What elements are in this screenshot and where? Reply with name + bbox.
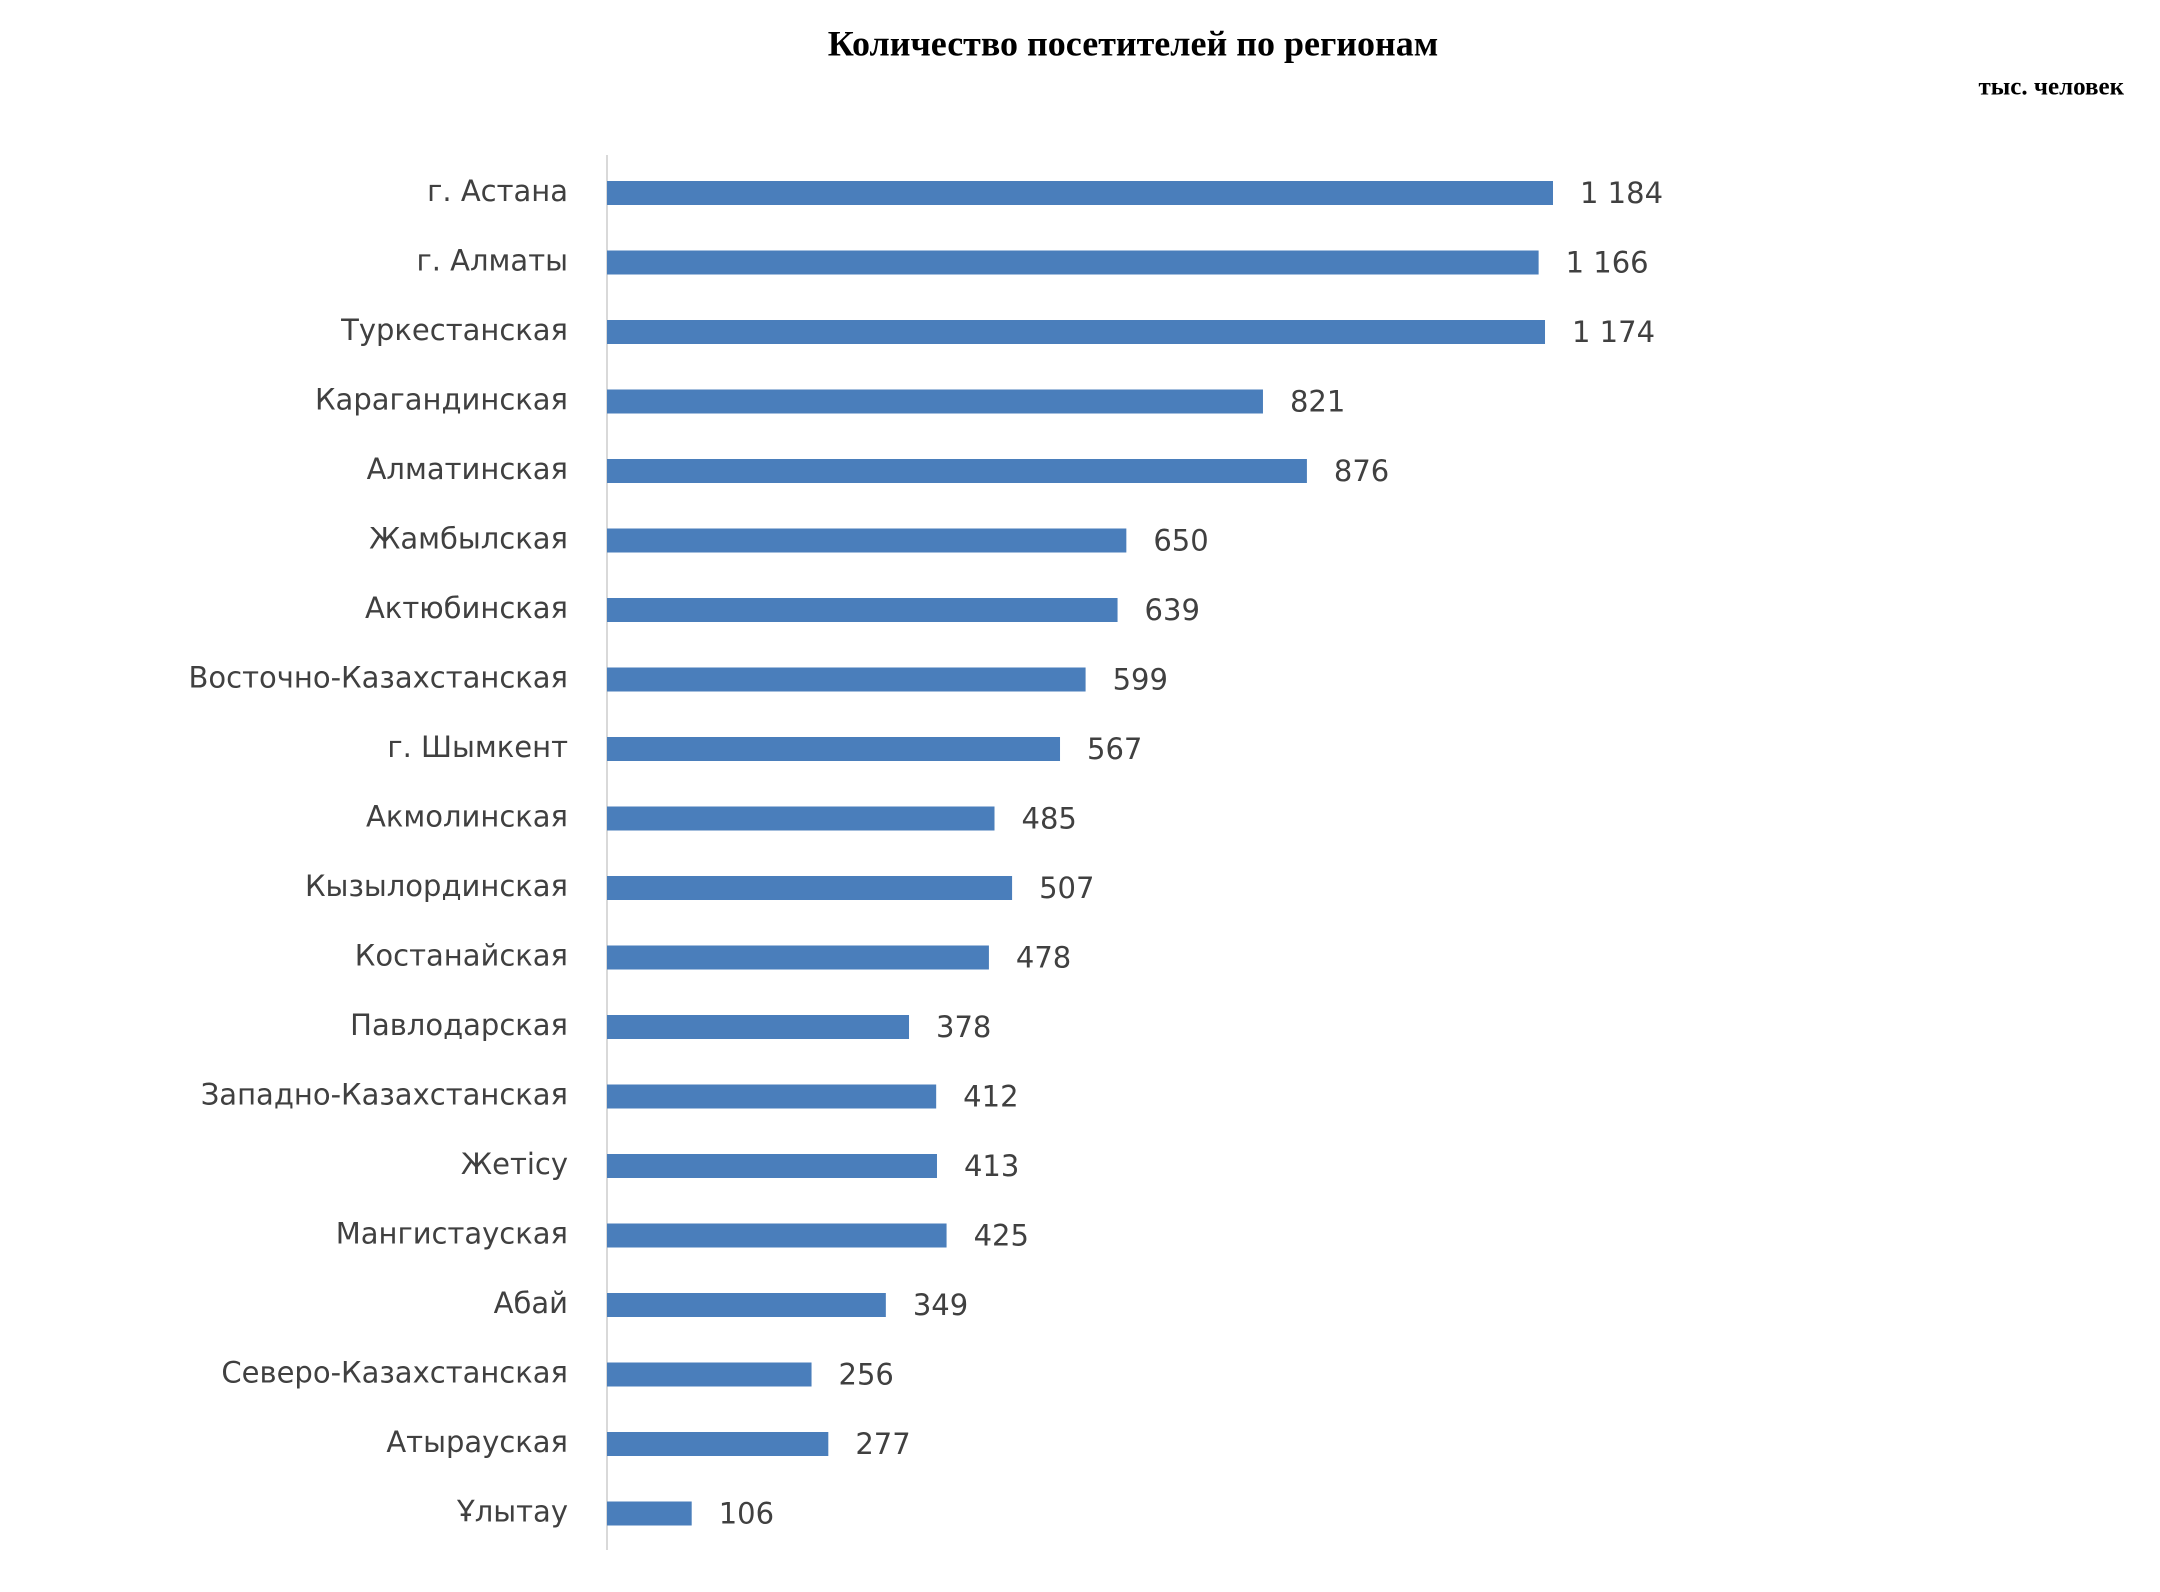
- bar: [607, 1362, 812, 1387]
- category-label: Кызылординская: [305, 869, 568, 903]
- value-label: 639: [1145, 593, 1200, 627]
- value-label: 1 166: [1566, 246, 1649, 280]
- value-label: 412: [963, 1080, 1018, 1114]
- bar: [607, 945, 989, 970]
- category-label: Жетісу: [461, 1147, 568, 1181]
- category-label: г. Астана: [427, 174, 568, 208]
- bar: [607, 1501, 692, 1526]
- category-label: Атырауская: [386, 1425, 568, 1459]
- bar: [607, 1293, 886, 1317]
- value-label: 378: [936, 1010, 991, 1044]
- bar: [607, 1223, 947, 1248]
- value-label: 1 184: [1580, 176, 1663, 210]
- value-label: 876: [1334, 454, 1389, 488]
- bar: [607, 181, 1553, 205]
- category-label: Жамбылская: [369, 522, 568, 556]
- bar: [607, 598, 1118, 622]
- category-label: Алматинская: [367, 452, 568, 486]
- bar: [607, 1084, 937, 1109]
- category-label: Костанайская: [355, 939, 568, 973]
- value-label: 1 174: [1572, 315, 1655, 349]
- bar: [607, 1154, 937, 1178]
- category-label: г. Шымкент: [387, 730, 568, 764]
- bar: [607, 1432, 829, 1456]
- bar: [607, 1015, 910, 1039]
- bar: [607, 876, 1013, 900]
- value-label: 425: [974, 1219, 1029, 1253]
- bar: [607, 459, 1307, 483]
- chart-title: Количество посетителей по регионам: [828, 23, 1439, 63]
- category-label: Ұлытау: [456, 1495, 568, 1529]
- category-label: Актюбинская: [365, 591, 568, 625]
- value-label: 650: [1153, 524, 1208, 558]
- category-label: Северо-Казахстанская: [221, 1356, 568, 1390]
- bar: [607, 806, 995, 831]
- bar: [607, 389, 1263, 414]
- category-label: Карагандинская: [315, 383, 568, 417]
- value-label: 106: [719, 1497, 774, 1531]
- value-label: 599: [1113, 663, 1168, 697]
- bar: [607, 250, 1539, 275]
- bar: [607, 528, 1127, 553]
- category-label: Абай: [494, 1286, 568, 1320]
- category-label: Павлодарская: [350, 1008, 568, 1042]
- category-label: Туркестанская: [340, 313, 568, 347]
- category-label: Акмолинская: [366, 800, 568, 834]
- value-label: 821: [1290, 385, 1345, 419]
- category-label: Мангистауская: [336, 1217, 568, 1251]
- value-label: 256: [839, 1358, 894, 1392]
- value-label: 567: [1087, 732, 1142, 766]
- bar: [607, 667, 1086, 692]
- category-label: г. Алматы: [417, 244, 569, 278]
- bar: [607, 737, 1061, 761]
- value-label: 349: [913, 1288, 968, 1322]
- value-label: 485: [1022, 802, 1077, 836]
- chart-subtitle: тыс. человек: [1979, 74, 2125, 101]
- bar: [607, 320, 1546, 344]
- value-label: 507: [1039, 871, 1094, 905]
- category-label: Восточно-Казахстанская: [189, 661, 568, 695]
- value-label: 413: [964, 1149, 1019, 1183]
- category-label: Западно-Казахстанская: [201, 1078, 568, 1112]
- value-label: 277: [855, 1427, 910, 1461]
- value-label: 478: [1016, 941, 1071, 975]
